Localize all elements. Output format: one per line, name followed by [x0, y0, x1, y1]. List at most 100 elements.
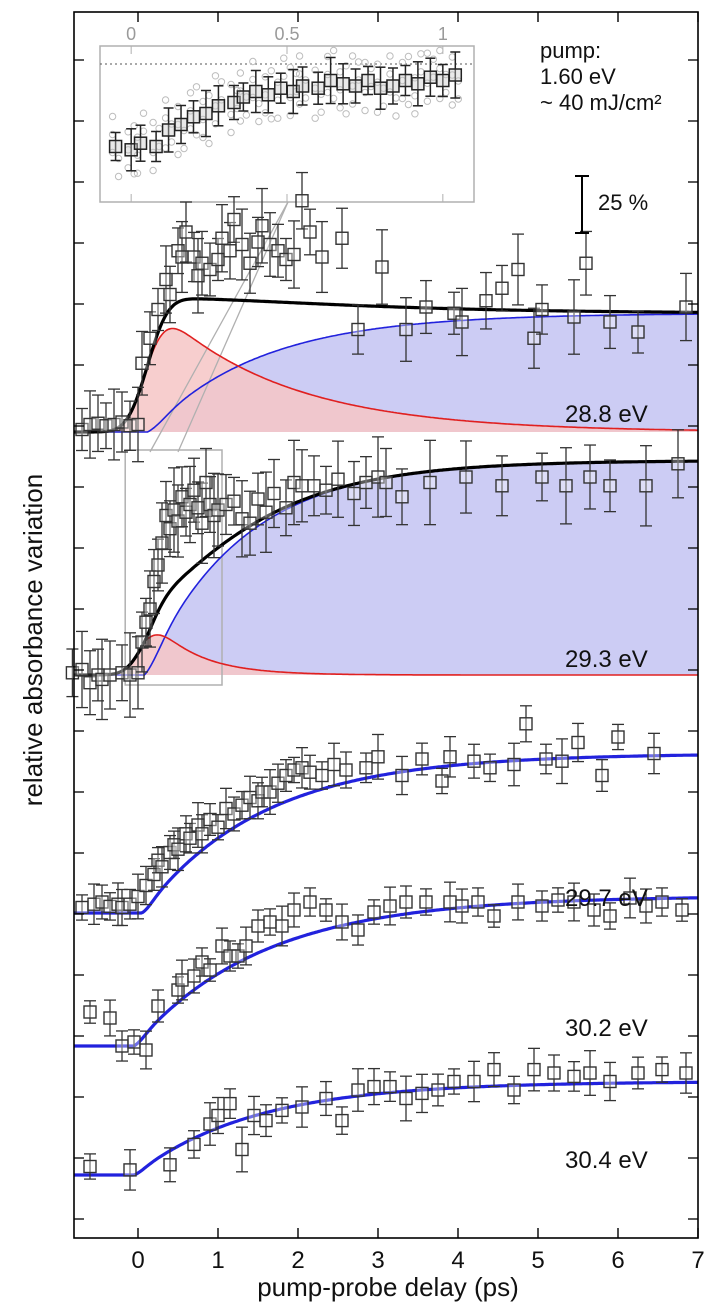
point-marker: [255, 219, 269, 233]
data-point: [379, 447, 393, 518]
point-marker: [495, 479, 509, 493]
data-point: [103, 640, 117, 710]
data-point: [315, 220, 329, 294]
point-marker: [371, 750, 385, 764]
data-point: [287, 439, 301, 526]
data-point: [131, 386, 145, 463]
data-point: [443, 881, 457, 923]
data-point: [259, 1104, 273, 1138]
data-point: [223, 1088, 237, 1120]
inset-point: [361, 65, 375, 96]
point-marker: [174, 117, 188, 132]
data-point: [527, 307, 541, 369]
data-points: [65, 171, 693, 1191]
point-marker: [239, 939, 253, 953]
inset-raw-point: [114, 172, 123, 181]
point-marker: [579, 256, 593, 270]
point-marker: [495, 281, 509, 295]
point-marker: [367, 1079, 381, 1094]
point-marker: [287, 763, 301, 777]
point-marker: [311, 81, 325, 95]
data-point: [227, 196, 241, 243]
inset-raw-point: [174, 150, 182, 159]
point-marker: [351, 1083, 365, 1097]
point-marker: [419, 895, 433, 909]
data-point: [671, 429, 685, 499]
point-marker: [307, 479, 321, 493]
data-point: [567, 882, 581, 922]
inset-tick-label: 1: [438, 24, 448, 44]
inset-raw-point: [386, 52, 394, 60]
data-point: [123, 400, 137, 452]
data-point: [187, 457, 201, 523]
data-point: [195, 230, 209, 296]
inset-raw-point: [149, 118, 157, 127]
data-point: [595, 759, 609, 792]
data-point: [115, 1030, 129, 1062]
point-marker: [507, 1083, 521, 1097]
point-marker: [279, 501, 293, 515]
inset-raw-point: [280, 54, 288, 62]
data-point: [571, 722, 585, 763]
point-marker: [335, 915, 349, 929]
data-point: [279, 479, 293, 537]
point-marker: [603, 315, 617, 329]
data-point: [203, 242, 217, 297]
point-marker: [287, 247, 301, 262]
point-marker: [419, 300, 433, 314]
point-marker: [195, 827, 209, 841]
inset-raw-point: [436, 94, 444, 103]
data-point: [567, 1060, 581, 1092]
trace-label-30-2: 30.2 eV: [565, 1015, 648, 1042]
point-marker: [327, 757, 341, 772]
point-marker: [131, 889, 145, 904]
fit-curve-29-7---: [74, 753, 698, 915]
data-point: [287, 756, 301, 784]
data-point: [95, 884, 109, 920]
point-marker: [547, 1066, 561, 1080]
point-marker: [211, 1108, 225, 1123]
data-point: [331, 440, 345, 518]
point-marker: [555, 754, 569, 768]
point-marker: [487, 909, 501, 923]
point-marker: [399, 1091, 413, 1106]
data-point: [195, 482, 209, 564]
data-point: [139, 865, 153, 906]
data-point: [215, 927, 229, 965]
point-marker: [215, 231, 229, 245]
trace-label-30-4: 30.4 eV: [565, 1147, 648, 1174]
data-point: [443, 735, 457, 778]
data-point: [419, 888, 433, 916]
point-marker: [675, 903, 689, 917]
data-point: [123, 1149, 137, 1191]
inset-raw-point: [139, 109, 148, 117]
point-marker: [259, 505, 273, 519]
inset-raw-point: [161, 96, 170, 104]
inset-raw-point: [329, 46, 338, 55]
inset-point: [199, 89, 213, 138]
fast-curve-28-8---: [74, 327, 698, 433]
point-marker: [203, 812, 217, 827]
data-point: [611, 723, 625, 751]
point-marker: [603, 1074, 617, 1089]
point-marker: [83, 1005, 97, 1019]
point-marker: [123, 668, 137, 682]
point-marker: [243, 256, 257, 270]
point-marker: [647, 746, 661, 761]
data-point: [179, 201, 193, 263]
data-point: [131, 873, 145, 920]
inset-raw-point: [348, 100, 357, 108]
inset-raw-point: [404, 100, 413, 109]
x-tick-label: 1: [211, 1247, 224, 1274]
point-marker: [143, 602, 157, 616]
point-marker: [639, 479, 653, 493]
data-point: [175, 220, 189, 294]
inset-raw-point: [448, 101, 456, 109]
inset-raw-point: [255, 117, 263, 126]
data-point: [195, 814, 209, 854]
point-marker: [131, 666, 145, 680]
point-marker: [315, 250, 329, 264]
point-marker: [83, 417, 97, 432]
point-marker: [535, 470, 549, 484]
